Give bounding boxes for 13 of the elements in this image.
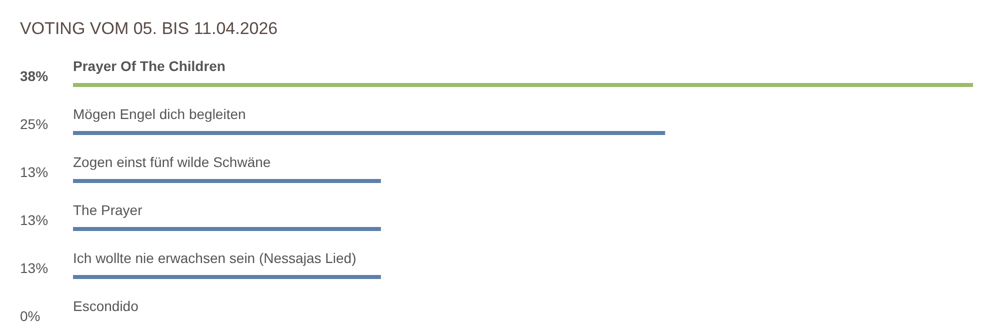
y-tick-label: Escondido xyxy=(73,298,139,314)
data-label: 13% xyxy=(20,164,48,180)
data-label: 25% xyxy=(20,116,48,132)
data-label: 0% xyxy=(20,308,40,324)
y-tick-label: The Prayer xyxy=(73,202,143,218)
data-label: 13% xyxy=(20,260,48,276)
y-tick-label: Ich wollte nie erwachsen sein (Nessajas Lied) xyxy=(73,250,356,266)
y-tick-label: Mögen Engel dich begleiten xyxy=(73,106,246,122)
y-tick-label: Zogen einst fünf wilde Schwäne xyxy=(73,154,271,170)
chart-title: VOTING VOM 05. BIS 11.04.2026 xyxy=(20,19,278,39)
data-label: 13% xyxy=(20,212,48,228)
data-label: 38% xyxy=(20,68,49,84)
y-tick-label: Prayer Of The Children xyxy=(73,58,226,74)
